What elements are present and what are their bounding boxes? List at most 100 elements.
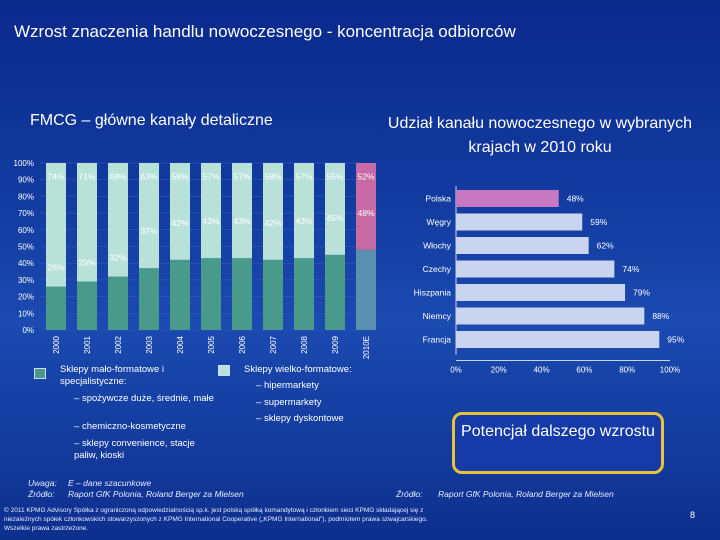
slide-title: Wzrost znaczenia handlu nowoczesnego - k… — [14, 22, 516, 41]
bar-large-2009 — [325, 163, 345, 255]
x-tick-label: 80% — [619, 366, 635, 375]
bar-large-2007 — [263, 163, 283, 260]
legend-item-small-3: – sklepy convenience, stacje paliw, kios… — [74, 438, 195, 461]
bar-small-2001 — [77, 281, 97, 330]
value-label: 88% — [652, 311, 669, 321]
data-label-large: 52% — [357, 172, 374, 182]
category-label: Hiszpania — [414, 288, 452, 298]
category-label: Węgry — [426, 217, 451, 227]
x-tick-label: 2002 — [114, 335, 123, 353]
legend-item-small-1: – spożywcze duże, średnie, małe — [74, 393, 214, 404]
bar-Węgry — [456, 213, 583, 231]
data-label-large: 71% — [78, 172, 95, 182]
y-tick-label: 90% — [18, 176, 34, 185]
data-label-small: 42% — [171, 218, 188, 228]
bar-large-2006 — [232, 163, 252, 259]
source-label-right: Źródło: — [396, 489, 423, 499]
data-label-small: 32% — [109, 253, 126, 263]
bar-large-2010E — [356, 163, 376, 250]
category-label: Francja — [423, 335, 452, 345]
value-label: 74% — [622, 264, 639, 274]
bar-small-2008 — [294, 258, 314, 330]
x-tick-label: 2003 — [145, 335, 154, 353]
bar-Hiszpania — [456, 284, 626, 301]
x-tick-label: 2006 — [238, 335, 247, 353]
legend-swatch-small — [34, 368, 46, 379]
left-chart-title: FMCG – główne kanały detaliczne — [30, 112, 273, 129]
x-tick-label: 100% — [660, 366, 680, 375]
bar-Czechy — [456, 260, 615, 278]
y-tick-label: 10% — [18, 309, 34, 318]
legend-item-large-3: – sklepy dyskontowe — [256, 413, 344, 424]
bar-large-2000 — [46, 163, 66, 287]
right-chart-title: Udział kanału nowoczesnego w wybranych k… — [387, 115, 693, 156]
bar-large-2003 — [139, 163, 159, 269]
value-label: 59% — [590, 217, 607, 227]
category-label: Niemcy — [423, 311, 452, 321]
value-label: 62% — [597, 241, 614, 251]
y-tick-label: 30% — [18, 276, 34, 285]
data-label-small: 43% — [202, 216, 219, 226]
x-tick-label: 40% — [534, 366, 550, 375]
value-label: 48% — [567, 194, 584, 204]
x-tick-label: 2010E — [362, 336, 371, 359]
x-tick-label: 2001 — [83, 335, 92, 353]
source-label-left: Źródło: — [28, 489, 55, 499]
y-tick-label: 20% — [18, 293, 34, 302]
data-label-small: 48% — [357, 208, 374, 218]
bar-Polska — [456, 190, 559, 207]
data-label-small: 37% — [140, 226, 157, 236]
data-label-large: 74% — [47, 172, 64, 182]
category-label: Włochy — [423, 241, 452, 251]
data-label-small: 45% — [326, 213, 343, 223]
data-label-large: 58% — [171, 172, 188, 182]
x-tick-label: 2005 — [207, 335, 216, 353]
data-label-small: 26% — [47, 263, 64, 273]
bar-large-2001 — [77, 163, 97, 282]
disclaimer-line-3: Wszelkie prawa zastrzeżone. — [4, 525, 89, 532]
y-tick-label: 80% — [18, 192, 34, 201]
disclaimer-line-1: © 2011 KPMG Advisory Spółka z ograniczon… — [4, 507, 424, 514]
x-tick-label: 20% — [491, 366, 507, 375]
data-label-large: 68% — [109, 172, 126, 182]
x-tick-label: 2009 — [331, 335, 340, 353]
source-text-left: Raport GfK Polonia, Roland Berger za Mie… — [68, 489, 244, 499]
data-label-small: 43% — [295, 216, 312, 226]
bar-small-2010E — [356, 249, 376, 330]
bar-small-2007 — [263, 259, 283, 330]
legend-item-large-2: – supermarkety — [256, 397, 322, 408]
data-label-large: 57% — [202, 172, 219, 182]
data-label-large: 58% — [264, 172, 281, 182]
page-number: 8 — [690, 510, 696, 520]
bar-small-2000 — [46, 286, 66, 330]
legend-item-small-2: – chemiczno-kosmetyczne — [74, 421, 186, 432]
x-tick-label: 2008 — [300, 335, 309, 353]
bar-large-2002 — [108, 163, 128, 277]
y-tick-label: 100% — [14, 159, 34, 168]
category-label: Polska — [425, 194, 451, 204]
bar-small-2004 — [170, 259, 190, 330]
bar-large-2005 — [201, 163, 221, 259]
callout-box: Potencjał dalszego wzrostu — [452, 412, 664, 474]
x-tick-label: 2004 — [176, 335, 185, 353]
data-label-large: 57% — [233, 172, 250, 182]
bar-large-2004 — [170, 163, 190, 260]
bar-Niemcy — [456, 307, 645, 325]
bar-small-2006 — [232, 258, 252, 330]
bar-Włochy — [456, 237, 589, 254]
source-text-right: Raport GfK Polonia, Roland Berger za Mie… — [438, 489, 614, 499]
note-text: E – dane szacunkowe — [68, 478, 152, 488]
value-label: 95% — [667, 335, 684, 345]
x-tick-label: 2000 — [52, 335, 61, 353]
bar-large-2008 — [294, 163, 314, 259]
y-tick-label: 60% — [18, 226, 34, 235]
note-label: Uwaga: — [28, 478, 57, 488]
data-label-small: 42% — [264, 218, 281, 228]
legend-label-small: Sklepy mało-formatowe i specjalistyczne: — [60, 364, 165, 387]
data-label-small: 29% — [78, 258, 95, 268]
y-tick-label: 70% — [18, 209, 34, 218]
y-tick-label: 0% — [22, 326, 34, 335]
